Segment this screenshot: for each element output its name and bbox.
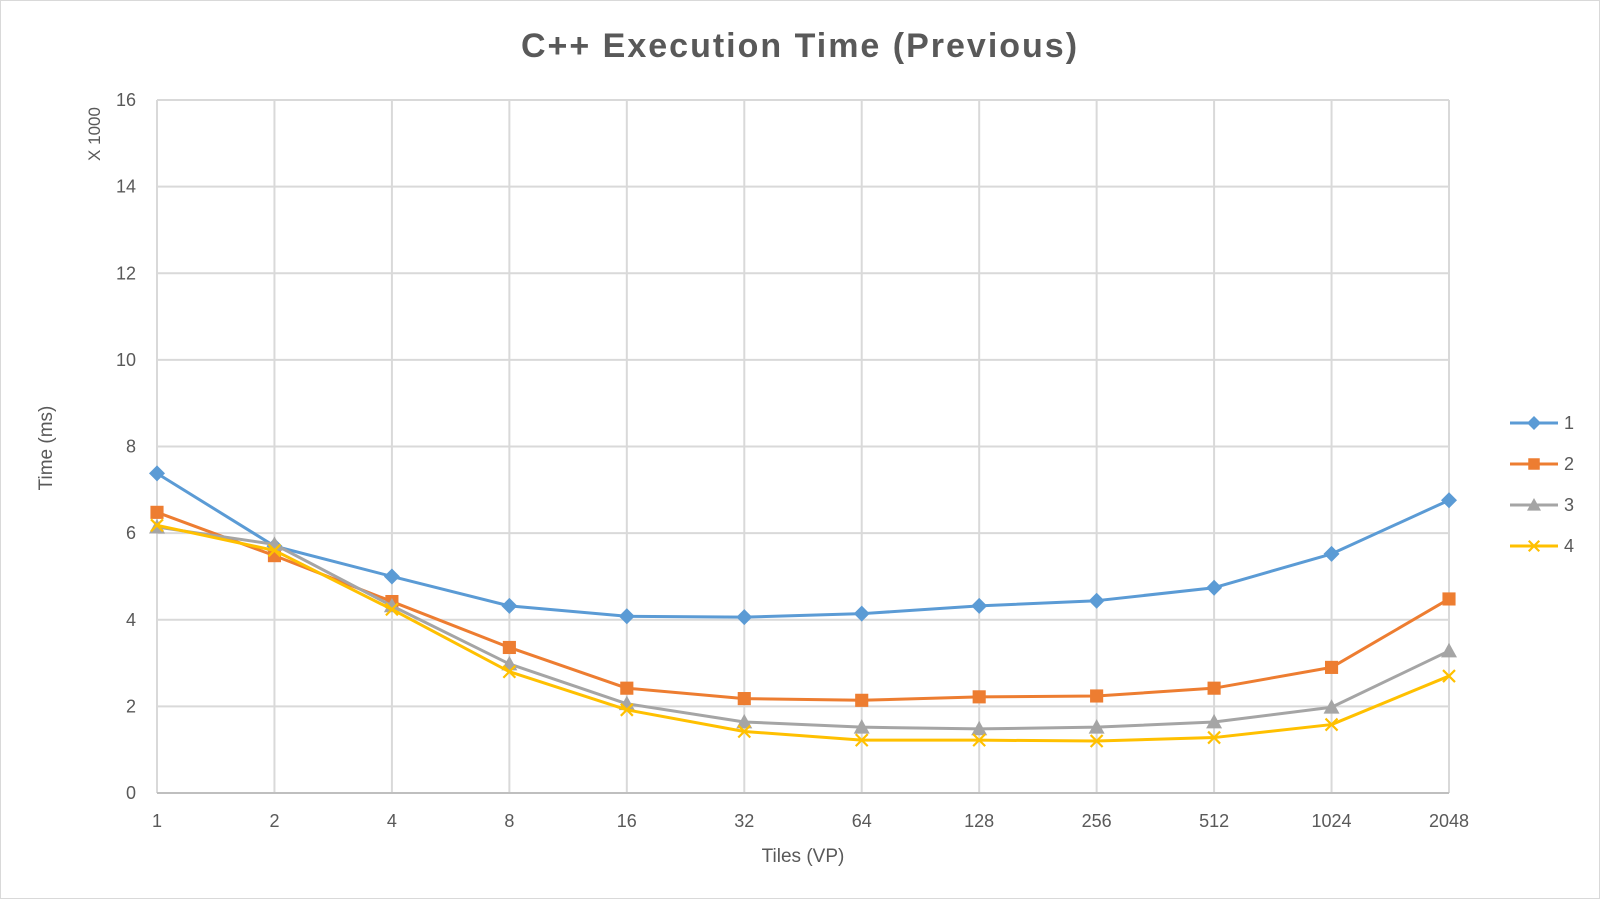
data-point — [1090, 689, 1104, 703]
data-point — [620, 703, 634, 717]
data-point — [1323, 545, 1340, 562]
y-tick-label: 4 — [126, 610, 136, 630]
data-point — [1089, 734, 1104, 748]
legend: 1 2 3 4 — [1510, 413, 1574, 556]
data-point — [853, 719, 870, 734]
data-point — [855, 693, 869, 707]
x-tick-label: 256 — [1082, 811, 1112, 831]
data-point — [1207, 730, 1221, 745]
data-point — [267, 543, 282, 558]
x-tick-label: 8 — [504, 811, 514, 831]
data-point — [1323, 699, 1340, 714]
x-axis-title: Tiles (VP) — [762, 846, 845, 867]
data-point — [1206, 713, 1223, 729]
series-group — [149, 465, 1457, 748]
x-tick-label: 4 — [387, 811, 397, 831]
data-point — [736, 713, 753, 729]
data-point — [1088, 719, 1105, 734]
legend-item: 2 — [1510, 454, 1574, 474]
y-tick-label: 10 — [116, 350, 136, 370]
x-tick-label: 64 — [852, 811, 872, 831]
x-tick-label: 128 — [964, 811, 994, 831]
data-point — [150, 518, 164, 533]
legend-label: 2 — [1564, 454, 1574, 474]
legend-item: 1 — [1510, 413, 1574, 433]
data-point — [1088, 592, 1105, 609]
y-axis-title: Time (ms) — [36, 406, 57, 491]
data-point — [501, 597, 518, 614]
data-point — [502, 664, 517, 679]
legend-marker — [1528, 458, 1540, 470]
data-point — [971, 597, 988, 614]
data-point — [1442, 592, 1456, 606]
data-point — [971, 720, 988, 736]
y-tick-label: 2 — [126, 696, 136, 716]
series-line — [156, 525, 1450, 731]
y-tick-label: 6 — [126, 523, 136, 543]
legend-label: 1 — [1564, 413, 1574, 433]
data-point — [972, 690, 986, 704]
data-point — [385, 602, 399, 617]
series-4 — [150, 518, 1456, 748]
x-tick-label: 32 — [734, 811, 754, 831]
y-tick-label: 14 — [116, 177, 136, 197]
data-point — [150, 505, 164, 519]
series-line — [156, 510, 1450, 702]
x-tick-label: 512 — [1199, 811, 1229, 831]
data-point — [620, 681, 634, 695]
y-tick-label: 12 — [116, 263, 136, 283]
y-axis-unit-label: X 1000 — [85, 107, 104, 161]
legend-label: 3 — [1564, 495, 1574, 515]
data-point — [1206, 579, 1223, 596]
data-point — [737, 724, 752, 739]
x-tick-label: 16 — [617, 811, 637, 831]
data-point — [1207, 681, 1221, 695]
data-point — [1441, 492, 1457, 509]
data-point — [383, 568, 400, 585]
x-tick-label: 1024 — [1312, 811, 1352, 831]
series-1 — [149, 465, 1457, 626]
series-line — [156, 472, 1450, 619]
legend-item: 3 — [1510, 495, 1574, 515]
chart-title: C++ Execution Time (Previous) — [521, 27, 1079, 65]
legend-label: 4 — [1564, 536, 1574, 556]
y-tick-label: 16 — [116, 90, 136, 110]
y-tick-label: 8 — [126, 437, 136, 457]
data-point — [853, 605, 870, 622]
series-line — [156, 523, 1450, 743]
x-tick-label: 2 — [269, 811, 279, 831]
y-tick-label: 0 — [126, 783, 136, 803]
data-point — [737, 692, 751, 706]
legend-marker — [1527, 498, 1541, 511]
data-point — [1442, 669, 1456, 683]
data-point — [736, 609, 753, 626]
series-2 — [150, 505, 1456, 707]
data-point — [1324, 660, 1339, 674]
legend-marker — [1527, 416, 1541, 430]
data-point — [1441, 642, 1457, 658]
data-point — [502, 640, 516, 655]
x-tick-label: 1 — [152, 811, 162, 831]
legend-item: 4 — [1510, 536, 1574, 556]
data-point — [972, 733, 986, 747]
x-tick-label: 2048 — [1429, 811, 1469, 831]
data-point — [618, 608, 635, 625]
data-point — [149, 465, 165, 482]
data-point — [1324, 717, 1339, 732]
legend-marker — [1527, 539, 1541, 553]
data-point — [854, 733, 869, 747]
